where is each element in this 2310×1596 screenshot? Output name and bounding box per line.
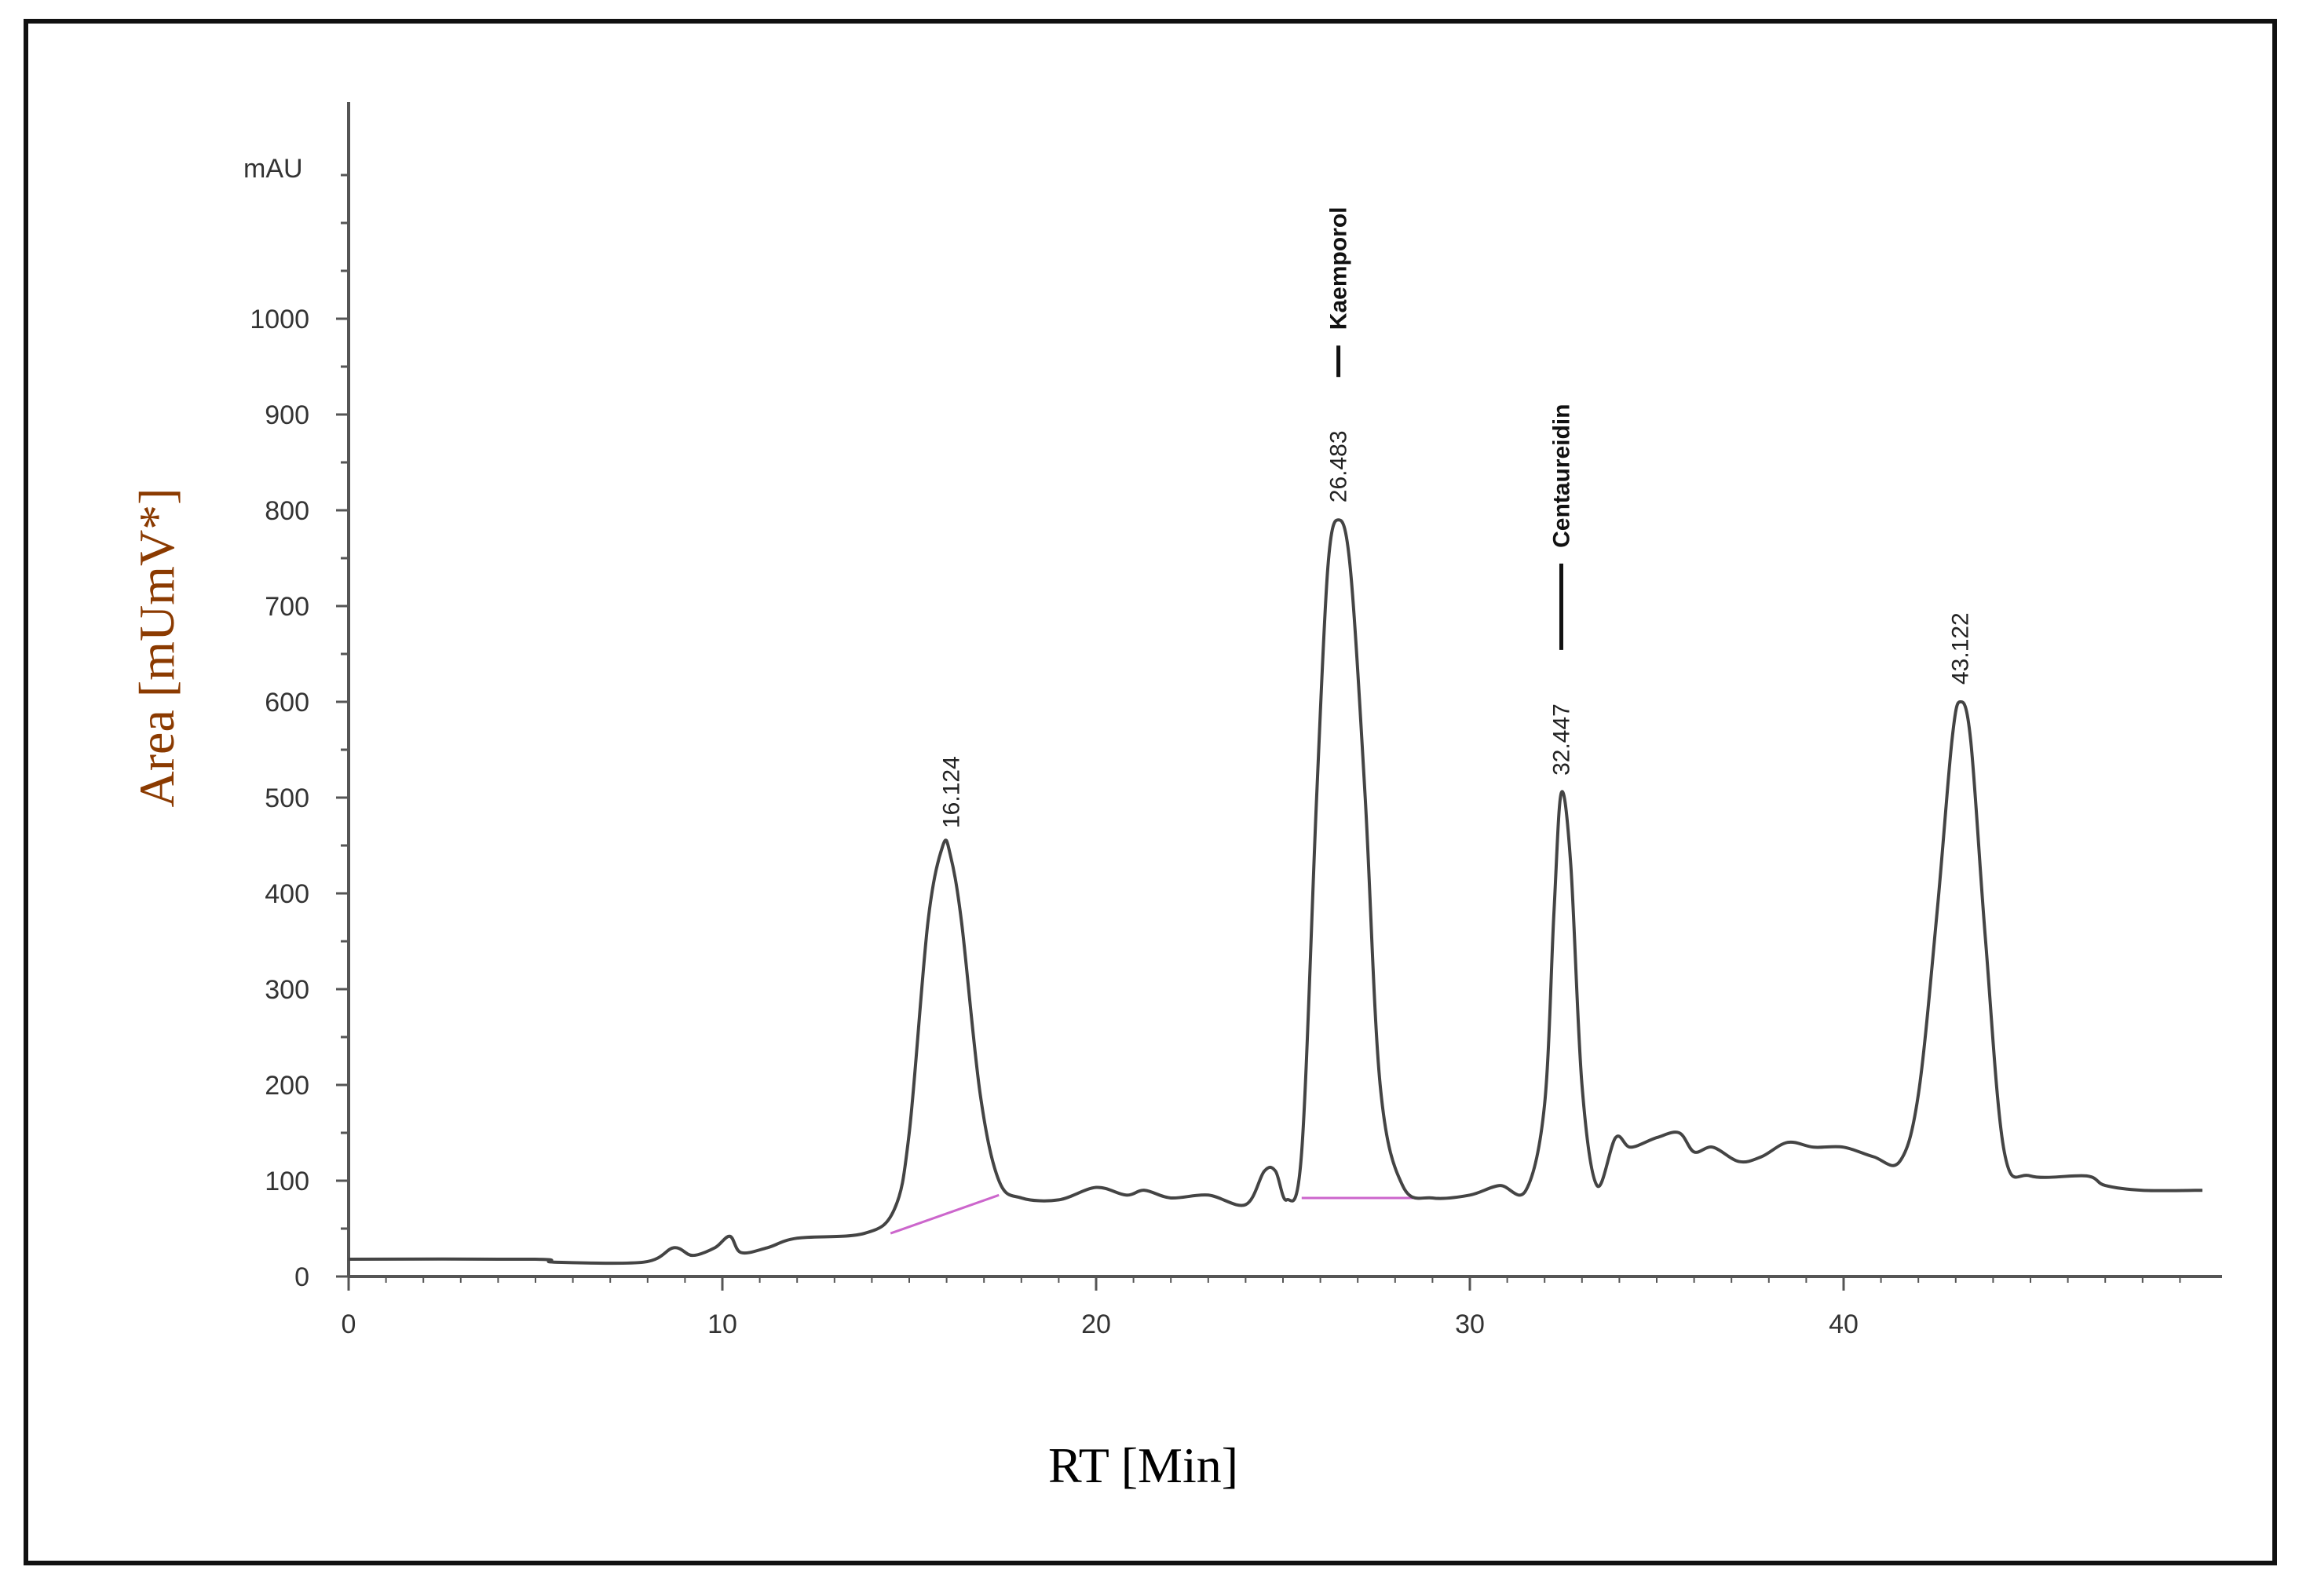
peak-rt-label: 43.122 <box>1948 612 1974 685</box>
peak-rt-label: 16.124 <box>939 756 965 828</box>
y-tick-label: 600 <box>265 688 309 718</box>
y-tick-label: 800 <box>265 496 309 526</box>
x-axis-title: RT [Min] <box>1048 1437 1238 1493</box>
y-tick-label: 700 <box>265 592 309 622</box>
compound-label: Centaureidin <box>1548 404 1574 548</box>
y-tick-label: 500 <box>265 783 309 813</box>
x-tick-label: 10 <box>707 1309 737 1339</box>
y-tick-label: 0 <box>294 1262 309 1292</box>
compound-label: Kaemporol <box>1326 206 1352 330</box>
y-tick-label: 1000 <box>250 305 309 334</box>
y-tick-label: 100 <box>265 1167 309 1196</box>
y-tick-label: 900 <box>265 400 309 430</box>
x-tick-label: 30 <box>1455 1309 1485 1339</box>
y-tick-label: 400 <box>265 879 309 909</box>
x-tick-label: 0 <box>342 1309 356 1339</box>
y-tick-label: 200 <box>265 1071 309 1101</box>
x-tick-label: 20 <box>1081 1309 1111 1339</box>
peak-rt-label: 32.447 <box>1548 703 1574 776</box>
chromatogram-trace <box>348 518 2202 1265</box>
x-tick-label: 40 <box>1829 1309 1859 1339</box>
y-tick-label: 300 <box>265 975 309 1005</box>
peak-rt-label: 26.483 <box>1326 430 1352 502</box>
chromatogram-chart: 0 100 200 300 400 500 600 700 800 900 1000 0 10 20 30 4… <box>129 102 2222 1493</box>
chart-frame: 0 100 200 300 400 500 600 700 800 900 1000 0 10 20 30 4… <box>24 19 2277 1565</box>
y-unit-label: mAU <box>243 154 303 184</box>
integration-baseline <box>890 1193 1000 1235</box>
y-axis-title: Area [mUmV*] <box>129 488 185 808</box>
